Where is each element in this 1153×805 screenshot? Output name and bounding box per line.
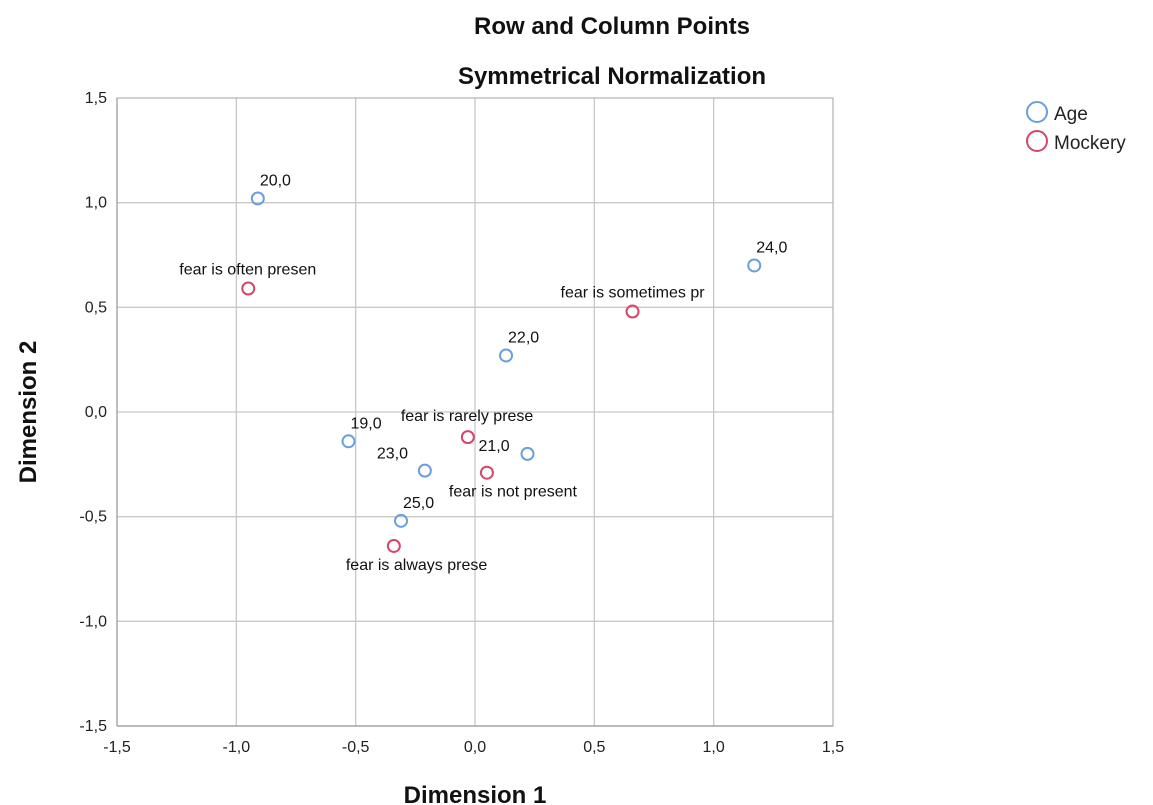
age-point bbox=[341, 434, 356, 449]
point-label: 25,0 bbox=[403, 495, 434, 512]
data-points: 20,0 24,0 22,0 19,0 21,0 23,0 25,0 fear is ofte… bbox=[179, 172, 787, 573]
x-tick-labels: -1,5 -1,0 -0,5 0,0 0,5 1,0 1,5 bbox=[103, 739, 844, 756]
y-tick-label: -1,5 bbox=[79, 718, 107, 735]
mockery-point bbox=[386, 538, 401, 553]
x-axis-title: Dimension 1 bbox=[404, 782, 547, 805]
mockery-point bbox=[460, 430, 475, 445]
point-label: fear is always prese bbox=[346, 557, 487, 574]
point-label: 23,0 bbox=[377, 446, 408, 463]
age-point bbox=[520, 446, 535, 461]
age-point bbox=[417, 463, 432, 478]
point-label: 22,0 bbox=[508, 329, 539, 346]
mockery-point bbox=[625, 304, 640, 319]
y-axis-title: Dimension 2 bbox=[15, 341, 42, 484]
age-point bbox=[394, 513, 409, 528]
point-label: fear is sometimes pr bbox=[561, 285, 706, 302]
x-tick-label: -0,5 bbox=[342, 739, 370, 756]
y-tick-label: 0,5 bbox=[85, 299, 107, 316]
point-label: fear is rarely prese bbox=[401, 408, 534, 425]
point-label: 24,0 bbox=[756, 239, 787, 256]
legend-label: Age bbox=[1054, 104, 1088, 125]
x-tick-label: 0,5 bbox=[583, 739, 605, 756]
y-tick-label: 1,0 bbox=[85, 195, 107, 212]
x-tick-label: -1,5 bbox=[103, 739, 131, 756]
age-point bbox=[747, 258, 762, 273]
x-tick-label: 0,0 bbox=[464, 739, 486, 756]
legend: Age Mockery bbox=[1026, 101, 1126, 154]
point-label: fear is often presen bbox=[179, 261, 316, 278]
legend-marker bbox=[1026, 130, 1048, 152]
age-point bbox=[499, 348, 514, 363]
x-tick-label: 1,0 bbox=[703, 739, 725, 756]
y-tick-label: -0,5 bbox=[79, 509, 107, 526]
x-tick-label: 1,5 bbox=[822, 739, 844, 756]
y-tick-label: 1,5 bbox=[85, 90, 107, 107]
point-label: 20,0 bbox=[260, 172, 291, 189]
y-tick-labels: -1,5 -1,0 -0,5 0,0 0,5 1,0 1,5 bbox=[79, 90, 107, 735]
point-label: 19,0 bbox=[351, 415, 382, 432]
mockery-point bbox=[479, 465, 494, 480]
chart-title: Row and Column Points bbox=[474, 13, 750, 40]
point-label: fear is not present bbox=[449, 484, 578, 501]
legend-marker bbox=[1026, 101, 1048, 123]
mockery-point bbox=[241, 281, 256, 296]
y-tick-label: -1,0 bbox=[79, 613, 107, 630]
age-point bbox=[250, 191, 265, 206]
chart-subtitle: Symmetrical Normalization bbox=[458, 63, 766, 90]
plot-frame bbox=[116, 97, 834, 727]
y-tick-label: 0,0 bbox=[85, 404, 107, 421]
x-tick-label: -1,0 bbox=[223, 739, 251, 756]
legend-label: Mockery bbox=[1054, 133, 1126, 154]
point-label: 21,0 bbox=[479, 438, 510, 455]
